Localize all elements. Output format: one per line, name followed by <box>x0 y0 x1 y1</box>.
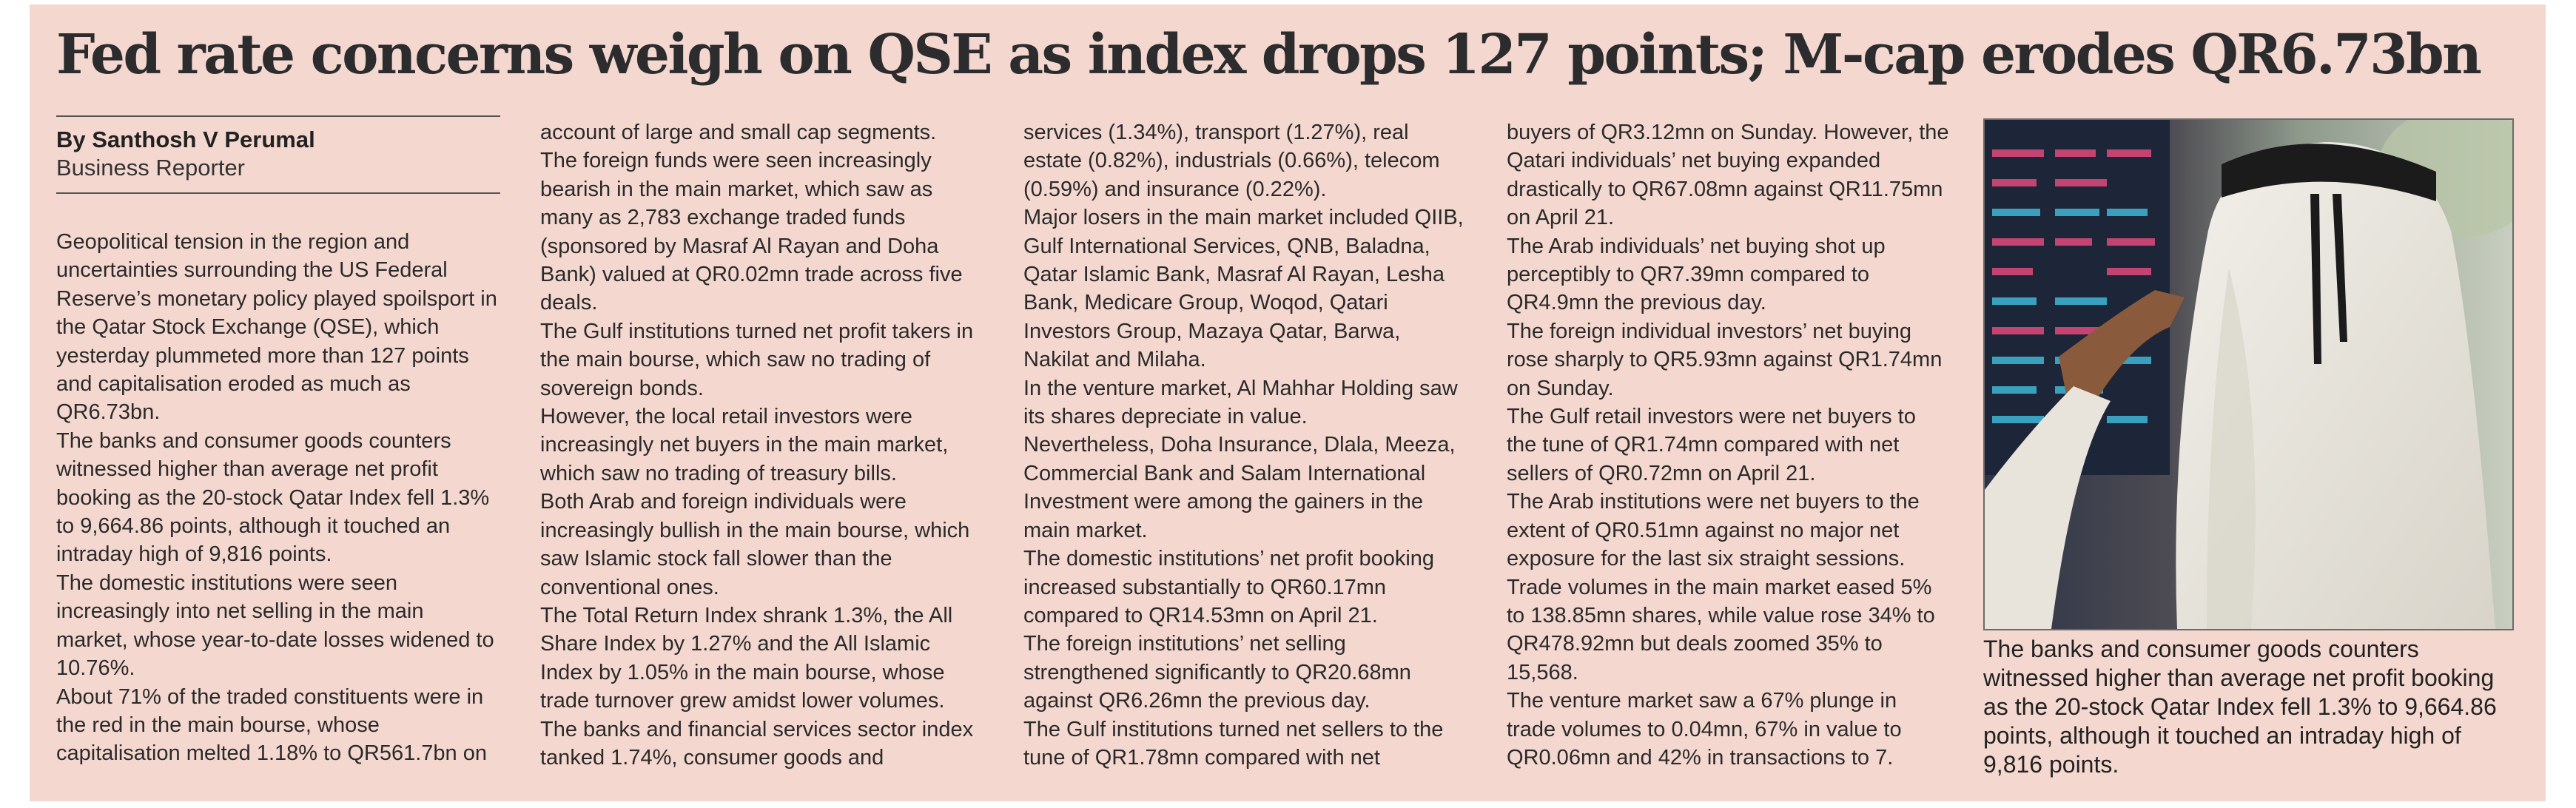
paragraph: The domestic institutions’ net profit bo… <box>1023 547 1435 627</box>
paragraph: Trade volumes in the main market eased 5… <box>1507 575 1935 684</box>
paragraph: The Arab individuals’ net buying shot up… <box>1507 234 1886 315</box>
paragraph: The banks and consumer goods counters wi… <box>56 428 490 567</box>
article-column-3: services (1.34%), transport (1.27%), rea… <box>1023 118 1467 772</box>
paragraph: The venture market saw a 67% plunge in t… <box>1507 689 1902 770</box>
article-column-1: By Santhosh V Perumal Business Reporter … <box>56 115 500 768</box>
column-1-body: Geopolitical tension in the region and u… <box>56 228 500 768</box>
article-column-4: buyers of QR3.12mn on Sunday. However, t… <box>1507 118 1951 772</box>
article-photo <box>1983 118 2514 630</box>
paragraph: The foreign institutions’ net selling st… <box>1023 632 1411 713</box>
paragraph: The Arab institutions were net buyers to… <box>1507 490 1920 571</box>
paragraph: Nevertheless, Doha Insurance, Dlala, Mee… <box>1023 433 1456 542</box>
byline-top-rule <box>56 115 500 117</box>
paragraph: The Gulf retail investors were net buyer… <box>1507 405 1916 485</box>
paragraph: The foreign funds were seen increasingly… <box>540 149 963 315</box>
paragraph: services (1.34%), transport (1.27%), rea… <box>1023 121 1440 201</box>
paragraph: About 71% of the traded constituents wer… <box>56 684 487 766</box>
paragraph: Major losers in the main market included… <box>1023 206 1464 372</box>
paragraph: account of large and small cap segments. <box>540 121 937 144</box>
article-panel: Fed rate concerns weigh on QSE as index … <box>30 4 2546 801</box>
headline: Fed rate concerns weigh on QSE as index … <box>56 23 2482 87</box>
paragraph: Both Arab and foreign individuals were i… <box>540 490 970 599</box>
paragraph: The foreign individual investors’ net bu… <box>1507 319 1943 400</box>
photo-caption: The banks and consumer goods counters wi… <box>1983 636 2497 778</box>
paragraph: The Gulf institutions turned net sellers… <box>1023 717 1444 770</box>
investor-at-ticker-board-image <box>1985 120 2512 629</box>
byline-bottom-rule <box>56 192 500 194</box>
paragraph: The Gulf institutions turned net profit … <box>540 319 974 400</box>
paragraph: buyers of QR3.12mn on Sunday. However, t… <box>1507 121 1949 230</box>
paragraph: In the venture market, Al Mahhar Holding… <box>1023 376 1458 429</box>
paragraph: The banks and financial services sector … <box>540 717 974 770</box>
byline-author: By Santhosh V Perumal <box>56 127 315 152</box>
article-column-2: account of large and small cap segments.… <box>540 118 984 772</box>
paragraph: However, the local retail investors were… <box>540 405 949 485</box>
paragraph: The domestic institutions were seen incr… <box>56 570 494 681</box>
paragraph: The Total Return Index shrank 1.3%, the … <box>540 603 953 713</box>
paragraph: Geopolitical tension in the region and u… <box>56 230 497 425</box>
byline-role: Business Reporter <box>56 155 246 181</box>
